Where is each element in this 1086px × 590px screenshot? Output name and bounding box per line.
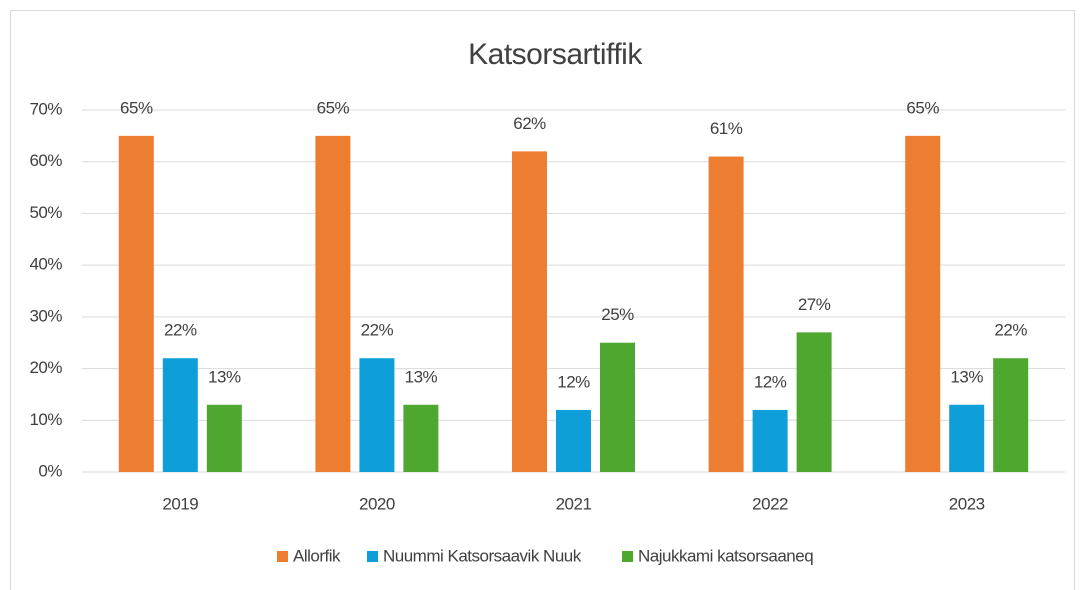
y-tick-label: 20% [29,358,62,377]
bar [752,409,788,472]
bar [556,409,591,472]
legend-label: Nuummi Katsorsaavik Nuuk [383,546,582,565]
bar [796,332,832,472]
y-tick-label: 30% [29,306,62,325]
data-label: 22% [361,321,394,340]
data-label: 13% [405,367,438,386]
y-tick-label: 70% [29,99,62,118]
data-label: 22% [164,321,197,340]
data-label: 22% [994,321,1027,340]
bar [600,342,635,472]
bar [708,156,744,473]
chart-title: Katsorsartiffik [468,38,643,71]
legend-label: Allorfik [293,546,341,565]
legend-swatch [277,551,288,562]
legend-swatch [367,551,378,562]
data-label: 27% [798,295,831,314]
y-tick-label: 0% [38,461,62,480]
x-tick-label: 2019 [162,494,198,513]
data-label: 61% [710,119,743,138]
data-label: 12% [557,372,590,391]
x-tick-label: 2023 [949,494,985,513]
data-label: 65% [317,98,350,117]
bar [118,135,154,472]
y-tick-label: 40% [29,255,62,274]
data-label: 62% [513,114,546,133]
bar [905,135,941,472]
legend-label: Najukkami katsorsaaneq [638,546,813,565]
y-tick-label: 60% [29,151,62,170]
x-tick-label: 2020 [359,494,395,513]
data-label: 25% [601,305,634,324]
bar [403,404,439,472]
bar [206,404,242,472]
bar [162,358,198,472]
x-tick-label: 2022 [752,494,788,513]
data-label: 13% [950,367,983,386]
data-label: 65% [120,98,153,117]
data-label: 65% [906,98,939,117]
y-tick-label: 50% [29,203,62,222]
bar [949,404,985,472]
x-tick-label: 2021 [556,494,592,513]
bar [993,358,1029,472]
bar [512,151,547,472]
data-label: 12% [754,372,787,391]
y-tick-label: 10% [29,410,62,429]
bar [359,358,395,472]
data-label: 13% [208,367,241,386]
bar [315,135,351,472]
legend-swatch [622,551,633,562]
